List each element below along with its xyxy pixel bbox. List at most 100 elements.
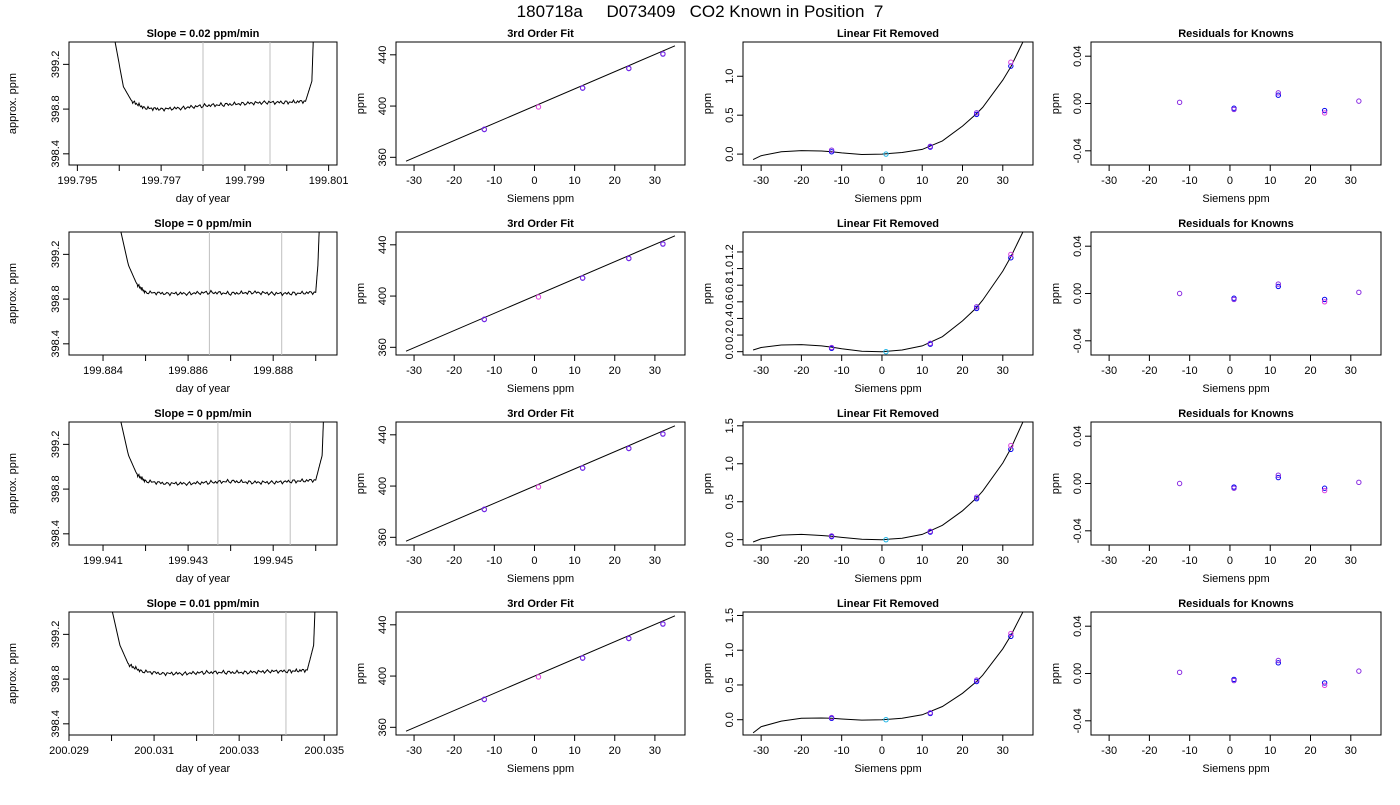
- x-tick-label: 0: [531, 175, 537, 187]
- plot-data: [1176, 281, 1362, 305]
- data-point: [1008, 255, 1014, 261]
- data-point: [1231, 106, 1237, 113]
- x-tick-label: -10: [1182, 555, 1198, 567]
- x-tick-label: -10: [486, 745, 502, 757]
- plot-data: [752, 422, 1024, 543]
- figure-title: 180718a D073409 CO2 Known in Position 7: [517, 2, 884, 21]
- y-tick-label: 1.0: [724, 643, 736, 658]
- y-tick-label: 440: [377, 426, 389, 444]
- y-tick-label: 0.04: [1072, 425, 1084, 446]
- plot-frame: [395, 231, 686, 356]
- x-tick-label: 10: [568, 365, 580, 377]
- plot-frame: [1090, 41, 1382, 166]
- data-point: [1176, 290, 1183, 297]
- x-axis-label: Siemens ppm: [1202, 573, 1269, 585]
- data-point: [1321, 485, 1328, 491]
- x-axis-label: day of year: [176, 763, 231, 775]
- y-tick-label: 0.00: [1072, 473, 1084, 494]
- x-tick-label: 0: [1227, 365, 1233, 377]
- plot-frame: [395, 421, 686, 546]
- data-point: [1008, 442, 1014, 449]
- data-point: [481, 126, 488, 132]
- y-axis-label: approx. ppm: [7, 263, 19, 324]
- data-point: [660, 241, 666, 247]
- y-tick-label: -0.04: [1072, 138, 1084, 163]
- plot-data: [405, 235, 676, 352]
- x-tick-label: 20: [609, 175, 621, 187]
- x-tick-label: 199.801: [309, 175, 349, 187]
- x-tick-label: 20: [956, 555, 968, 567]
- data-point: [660, 431, 666, 437]
- x-tick-label: 0: [531, 745, 537, 757]
- plot-data: [1176, 657, 1362, 689]
- x-tick-label: -30: [753, 745, 769, 757]
- plot-data: [752, 42, 1024, 161]
- x-tick-label: -20: [1141, 745, 1157, 757]
- x-tick-label: 199.888: [253, 365, 293, 377]
- trace-line: [120, 232, 320, 297]
- panel-title: Linear Fit Removed: [837, 598, 939, 610]
- x-tick-label: 20: [609, 555, 621, 567]
- y-tick-label: 399.2: [50, 51, 62, 79]
- y-tick-label: 398.4: [50, 330, 62, 358]
- data-point: [927, 528, 933, 535]
- data-point: [973, 677, 980, 683]
- data-point: [1275, 90, 1281, 96]
- data-point: [660, 621, 666, 627]
- y-tick-label: 440: [377, 616, 389, 634]
- data-point: [973, 110, 980, 116]
- data-point: [828, 533, 835, 539]
- panel-r3-c2: 3rd Order Fit -30 -20 -10 0 10 20 30 360 400 440 Si…: [355, 408, 686, 585]
- data-point: [1356, 479, 1362, 486]
- panel-r3-c1: Slope = 0 ppm/min 199.941 199.943 199.945 39…: [7, 408, 338, 585]
- y-tick-label: 399.2: [50, 621, 62, 649]
- data-point: [883, 348, 889, 355]
- y-tick-label: 0.04: [1072, 615, 1084, 636]
- x-tick-label: 10: [916, 175, 928, 187]
- y-tick-label: 398.4: [50, 710, 62, 738]
- x-tick-label: -20: [793, 365, 809, 377]
- plot-data: [405, 615, 676, 732]
- y-tick-label: 398.8: [50, 665, 62, 693]
- x-tick-label: 0: [531, 555, 537, 567]
- plot-data: [111, 612, 316, 735]
- x-tick-label: -20: [793, 555, 809, 567]
- x-tick-label: 10: [568, 175, 580, 187]
- y-tick-label: 0.00: [1072, 663, 1084, 684]
- x-axis-label: Siemens ppm: [854, 573, 921, 585]
- data-point: [579, 85, 586, 91]
- plot-frame: [742, 421, 1034, 546]
- panel-title: Residuals for Knowns: [1178, 598, 1294, 610]
- data-point: [1008, 630, 1014, 637]
- x-axis-label: Siemens ppm: [507, 383, 574, 395]
- y-tick-label: 1.5: [724, 418, 736, 433]
- x-tick-label: 10: [1264, 365, 1276, 377]
- y-axis-label: ppm: [355, 283, 367, 304]
- plot-frame: [395, 611, 686, 736]
- data-point: [973, 305, 980, 312]
- y-tick-label: 399.2: [50, 241, 62, 269]
- trace-line: [120, 422, 324, 487]
- panel-r1-c3: Linear Fit Removed -30 -20 -10 0 10 20 30 0.0 0.5…: [702, 28, 1034, 205]
- x-tick-label: 10: [916, 555, 928, 567]
- x-tick-label: 0: [1227, 745, 1233, 757]
- y-tick-label: 0.5: [724, 108, 736, 123]
- panel-r2-c4: Residuals for Knowns -30 -20 -10 0 10 20 30 -0.0…: [1050, 218, 1382, 395]
- y-tick-label: 398.8: [50, 95, 62, 123]
- x-tick-label: 10: [916, 365, 928, 377]
- x-tick-label: 20: [956, 365, 968, 377]
- y-tick-label: 440: [377, 236, 389, 254]
- x-tick-label: 20: [1304, 175, 1316, 187]
- panel-r2-c2: 3rd Order Fit -30 -20 -10 0 10 20 30 360 400 440 Si…: [355, 218, 686, 395]
- panel-r3-c4: Residuals for Knowns -30 -20 -10 0 10 20 30 -0.0…: [1050, 408, 1382, 585]
- x-tick-label: -10: [486, 555, 502, 567]
- data-point: [883, 151, 889, 157]
- x-tick-label: -30: [753, 555, 769, 567]
- panel-r4-c4: Residuals for Knowns -30 -20 -10 0 10 20 30 -0.0…: [1050, 598, 1382, 775]
- y-tick-label: 360: [377, 528, 389, 546]
- fit-curve: [752, 422, 1024, 543]
- data-point: [828, 147, 835, 153]
- x-tick-label: 30: [649, 175, 661, 187]
- panel-title: 3rd Order Fit: [507, 408, 574, 420]
